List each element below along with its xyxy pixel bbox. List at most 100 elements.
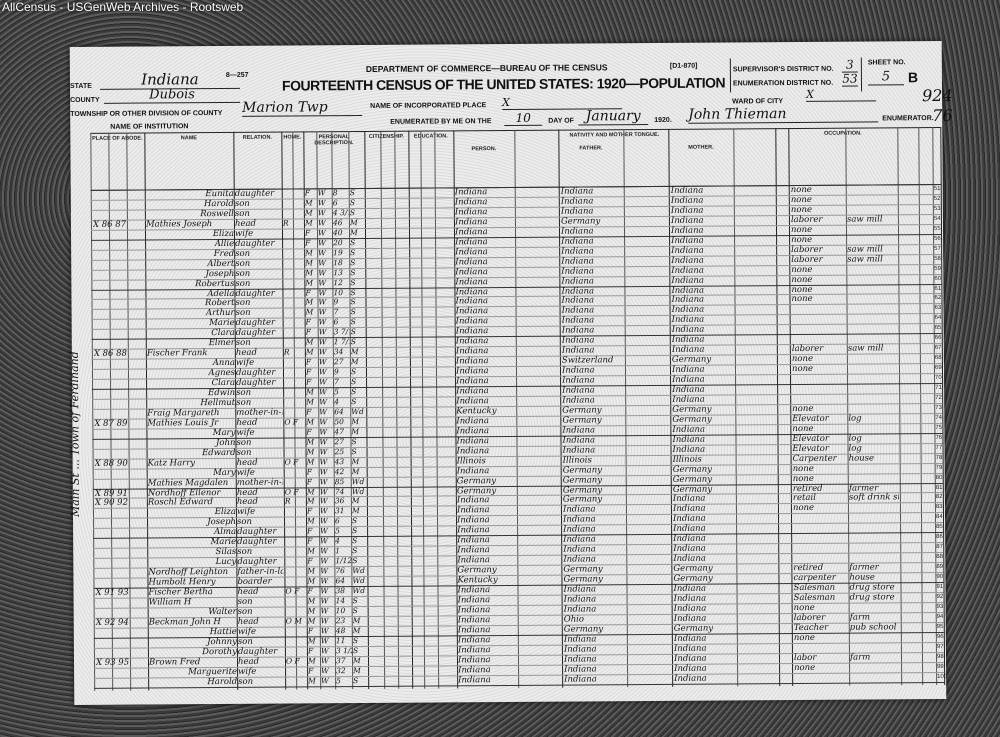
cell-age: 13 xyxy=(333,267,343,277)
cell-age: 38 xyxy=(335,586,346,596)
table-row: Alma daughter F W 5 S Indiana Indiana Indiana 85 xyxy=(70,41,943,537)
cell-marital: S xyxy=(351,377,357,387)
cell-race: W xyxy=(319,377,327,387)
line-number: 90 xyxy=(936,574,944,581)
line-number: 71 xyxy=(935,384,942,392)
county-label: COUNTY xyxy=(70,96,100,105)
table-row: Johnny son M W 11 S Indiana Indiana Indiana none 9… xyxy=(70,41,943,647)
ward-label: WARD OF CITY xyxy=(732,98,784,106)
cell-name: Joseph xyxy=(207,517,237,528)
cell-birthplace: Germany xyxy=(457,565,497,576)
cell-race: W xyxy=(320,616,329,626)
cell-occupation: Salesman xyxy=(793,582,836,594)
cell-race: W xyxy=(320,556,329,566)
cell-birthplace: Indiana xyxy=(457,545,490,556)
cell-marital: S xyxy=(352,635,359,645)
cell-tenure: R xyxy=(284,496,291,506)
cell-age: 27 xyxy=(333,357,344,367)
cell-father-birthplace: Indiana xyxy=(560,196,594,207)
cell-age: 74 xyxy=(334,486,345,496)
cell-race: W xyxy=(319,486,328,496)
cell-mother-birthplace: Indiana xyxy=(673,583,707,594)
cell-birthplace: Kentucky xyxy=(456,405,497,417)
supervisor-label: SUPERVISOR'S DISTRICT NO. xyxy=(732,65,834,74)
cell-father-birthplace: Indiana xyxy=(562,385,595,396)
line-number: 88 xyxy=(936,554,944,561)
cell-birthplace: Indiana xyxy=(455,316,489,327)
table-row: Edward son M W 25 S Indiana Indiana Indiana Eleva… xyxy=(70,41,942,458)
cell-birthplace: Indiana xyxy=(457,525,490,536)
cell-industry: drug store xyxy=(849,592,895,603)
cell-marital: M xyxy=(351,496,360,506)
line-number: 93 xyxy=(936,603,944,610)
cell-relation: son xyxy=(237,606,253,617)
cell-sex: F xyxy=(305,238,311,248)
cell-sex: F xyxy=(306,377,312,387)
cell-age: 47 xyxy=(334,426,344,437)
table-row: Robert son M W 9 S Indiana Indiana Indiana none 62 xyxy=(70,41,942,308)
cell-marital: S xyxy=(350,307,356,317)
line-number: 65 xyxy=(934,325,942,332)
cell-father-birthplace: Indiana xyxy=(563,644,597,655)
column-header-education: EDUCATION. xyxy=(413,133,448,140)
cell-occupation: none xyxy=(792,473,814,484)
cell-marital: S xyxy=(350,247,356,257)
cell-tenure: R xyxy=(282,218,289,228)
table-row: Robertus son M W 12 S Indiana Indiana Indiana non… xyxy=(70,41,942,288)
table-row: John son M W 27 S Indiana Indiana Indiana Elevato… xyxy=(70,41,942,448)
cell-marital: Wd xyxy=(351,486,365,496)
cell-relation: son xyxy=(235,278,251,289)
cell-relation: head xyxy=(237,616,259,627)
cell-age: 5 xyxy=(334,387,339,397)
cell-name: Anna xyxy=(212,358,235,369)
table-row: Mathies Magdalen mother-in-law F W 85 Wd Germa… xyxy=(70,41,943,488)
cell-father-birthplace: Ohio xyxy=(563,614,585,625)
cell-occupation: laborer xyxy=(790,214,823,225)
cell-mother-birthplace: Indiana xyxy=(671,364,705,375)
cell-mother-birthplace: Indiana xyxy=(673,603,707,614)
cell-age: 32 xyxy=(336,665,346,675)
cell-marital: S xyxy=(352,605,358,615)
line-number: 92 xyxy=(936,593,944,600)
township-value: Marion Twp xyxy=(242,99,363,117)
cell-marital: M xyxy=(351,456,360,466)
cell-occupation: none xyxy=(791,294,813,305)
cell-age: 40 xyxy=(332,227,343,238)
cell-occupation: none xyxy=(791,284,813,295)
cell-occupation: Teacher xyxy=(793,622,829,633)
cell-mother-birthplace: Indiana xyxy=(671,255,704,266)
cell-father-birthplace: Germany xyxy=(562,484,603,496)
cell-name: Katz Harry xyxy=(147,457,196,469)
table-row: Joseph son M W 13 S Indiana Indiana Indiana none 5… xyxy=(70,41,942,278)
cell-name: Marie xyxy=(210,537,237,548)
enumerator-name: John Thieman xyxy=(688,105,879,124)
cell-sex: M xyxy=(307,546,315,556)
cell-birthplace: Indiana xyxy=(455,236,488,248)
cell-sex: M xyxy=(306,387,314,397)
table-row: X 86 88 Fischer Frank head R M W 34 M Indiana Ind… xyxy=(70,41,942,360)
cell-occupation: Elevator xyxy=(792,443,829,454)
cell-sex: M xyxy=(308,675,316,685)
cell-age: 76 xyxy=(335,566,345,576)
cell-relation: father-in-law xyxy=(237,566,284,577)
cell-relation: wife xyxy=(234,228,254,239)
cell-mother-birthplace: Indiana xyxy=(672,384,705,395)
cell-relation: head xyxy=(236,457,258,468)
cell-father-birthplace: Indiana xyxy=(561,295,595,307)
cell-race: W xyxy=(320,606,329,616)
cell-race: W xyxy=(317,228,326,238)
table-row: Albert son M W 18 S Indiana Indiana Indiana labor… xyxy=(70,41,942,269)
cell-father-birthplace: Indiana xyxy=(561,256,594,267)
table-row: Arthur son M W 7 S Indiana Indiana Indiana 63 xyxy=(70,41,942,318)
column-header-father: FATHER. xyxy=(579,145,603,152)
cell-birthplace: Indiana xyxy=(457,614,491,626)
cell-name: Marguerite xyxy=(188,666,238,677)
cell-birthplace: Indiana xyxy=(454,216,488,228)
cell-name: Mary xyxy=(213,467,236,478)
cell-father-birthplace: Indiana xyxy=(562,435,596,446)
cell-age: 4 3/12 xyxy=(332,207,349,218)
line-number: 55 xyxy=(933,225,941,232)
cell-mother-birthplace: Germany xyxy=(673,623,714,634)
table-row: Marie daughter F W 4 S Indiana Indiana Indiana 86 xyxy=(70,41,943,547)
cell-name: Joseph xyxy=(205,268,235,279)
